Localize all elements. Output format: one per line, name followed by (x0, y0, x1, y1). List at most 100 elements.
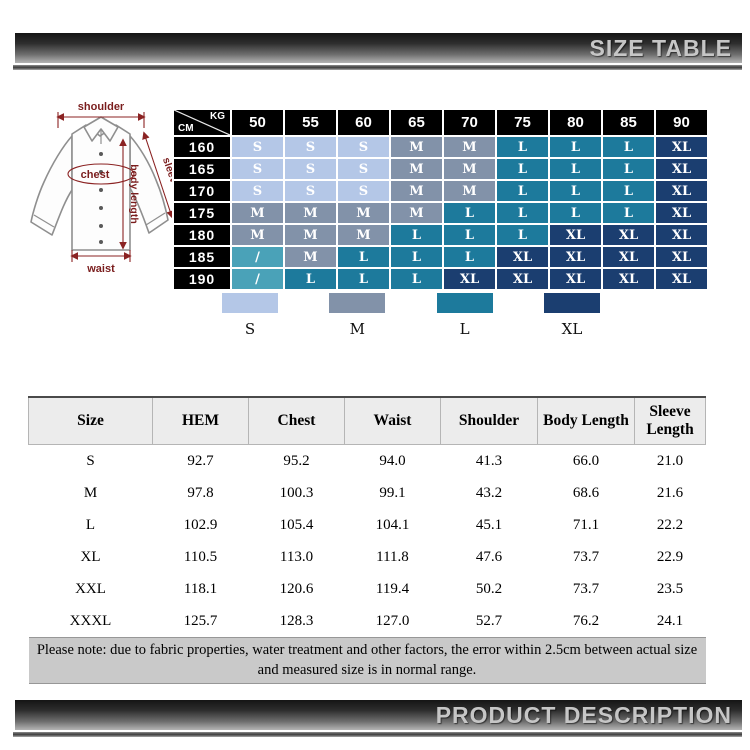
measurements-cell: 41.3 (475, 452, 503, 469)
matrix-size-cell: L (389, 267, 444, 291)
matrix-size-cell: L (495, 223, 550, 247)
matrix-size-cell: XL (654, 179, 709, 203)
measurements-cell: 73.7 (572, 548, 600, 565)
matrix-kg-header: 60 (336, 108, 391, 137)
legend-item: L (436, 293, 493, 338)
measurements-body: S 92.7 95.2 94.0 41.3 66.0 21.0 M 97.8 100.3 99.1 4… (29, 445, 706, 638)
matrix-kg-header: 50 (230, 108, 285, 137)
measurements-column-header: Size (28, 396, 153, 445)
matrix-row: 180 M M M L L L XL XL XL (172, 223, 709, 247)
measurements-cell: 22.2 (656, 516, 684, 533)
matrix-size-cell: M (283, 245, 338, 269)
measurements-row: L 102.9 105.4 104.1 45.1 71.1 22.2 (29, 509, 706, 541)
note-cell: Please note: due to fabric properties, w… (28, 636, 706, 685)
matrix-size-cell: M (336, 223, 391, 247)
matrix-size-cell: XL (654, 267, 709, 291)
legend-item: S (222, 293, 278, 338)
measurements-cell: 118.1 (183, 580, 218, 597)
legend-swatch (543, 293, 600, 313)
measurements-cell: 52.7 (475, 612, 503, 629)
matrix-row: 175 M M M M L L L L XL (172, 201, 709, 225)
matrix-size-cell: L (495, 135, 550, 159)
matrix-size-cell: XL (654, 223, 709, 247)
matrix-body: 160 S S S M M L L L XL 165 S S S M M L L L XL 170 S S S M M L L L XL 1… (172, 135, 709, 291)
measurements-cell: 21.0 (656, 452, 684, 469)
measurements-column-header: Shoulder (440, 396, 538, 445)
measurements-row: XXXL 125.7 128.3 127.0 52.7 76.2 24.1 (29, 605, 706, 638)
matrix-size-cell: L (601, 135, 656, 159)
matrix-size-cell: L (601, 157, 656, 181)
matrix-size-cell: XL (601, 223, 656, 247)
matrix-size-cell: XL (654, 135, 709, 159)
shoulder-label: shoulder (78, 101, 125, 113)
measurements-cell: 113.0 (279, 548, 314, 565)
measurements-cell: 22.9 (656, 548, 684, 565)
size-matrix-table: KG CM 50 55 60 65 70 75 80 85 90 160 S S S M M L L L XL 16… (172, 108, 709, 291)
matrix-size-cell: XL (601, 245, 656, 269)
chest-label: chest (81, 169, 110, 181)
measurements-cell: 105.4 (279, 516, 314, 533)
matrix-size-cell: XL (442, 267, 497, 291)
matrix-size-cell: L (548, 135, 603, 159)
matrix-size-cell: L (389, 223, 444, 247)
matrix-size-cell: L (283, 267, 338, 291)
measurements-row: XL 110.5 113.0 111.8 47.6 73.7 22.9 (29, 541, 706, 573)
chest-ellipse (67, 163, 135, 185)
measurements-cell: 68.6 (572, 484, 600, 501)
matrix-size-cell: S (283, 179, 338, 203)
matrix-cm-label: 185 (172, 245, 232, 269)
matrix-kg-header: 90 (654, 108, 709, 137)
matrix-cm-label: 160 (172, 135, 232, 159)
matrix-cm-label: 190 (172, 267, 232, 291)
measurements-column-header: Chest (248, 396, 345, 445)
measurements-cell: 102.9 (183, 516, 218, 533)
matrix-size-cell: L (601, 201, 656, 225)
matrix-size-cell: XL (654, 245, 709, 269)
matrix-size-cell: L (336, 245, 391, 269)
measurements-cell: 104.1 (375, 516, 410, 533)
matrix-size-cell: S (230, 179, 285, 203)
size-table-title: SIZE TABLE (589, 34, 732, 61)
measurements-row: M 97.8 100.3 99.1 43.2 68.6 21.6 (29, 477, 706, 509)
matrix-kg-header: 70 (442, 108, 497, 137)
matrix-size-cell: S (230, 157, 285, 181)
matrix-size-cell: L (336, 267, 391, 291)
matrix-row: 165 S S S M M L L L XL (172, 157, 709, 181)
measurements-cell: XXXL (69, 612, 112, 629)
measurements-cell: M (83, 484, 98, 501)
matrix-size-cell: XL (548, 267, 603, 291)
matrix-kg-header: 65 (389, 108, 444, 137)
matrix-size-cell: M (230, 201, 285, 225)
matrix-kg-header: 55 (283, 108, 338, 137)
matrix-size-cell: M (442, 179, 497, 203)
measurements-cell: 125.7 (183, 612, 218, 629)
matrix-size-cell: L (548, 157, 603, 181)
product-description-title: PRODUCT DESCRIPTION (435, 701, 732, 728)
matrix-size-cell: L (442, 245, 497, 269)
matrix-size-cell: XL (548, 245, 603, 269)
matrix-size-cell: M (389, 157, 444, 181)
matrix-size-cell: M (389, 179, 444, 203)
measurements-cell: 110.5 (183, 548, 218, 565)
matrix-size-cell: / (230, 267, 285, 291)
measurements-cell: L (85, 516, 96, 533)
measurements-cell: 111.8 (376, 548, 409, 565)
measurements-cell: 23.5 (656, 580, 684, 597)
measurements-cell: 76.2 (572, 612, 600, 629)
measurements-cell: 66.0 (572, 452, 600, 469)
measurements-cell: XXL (75, 580, 106, 597)
measurements-cell: 50.2 (475, 580, 503, 597)
measurements-cell: 95.2 (283, 452, 310, 469)
matrix-row: 190/L L L XL XL XL XL XL (172, 267, 709, 291)
matrix-size-cell: L (548, 201, 603, 225)
matrix-size-cell: M (336, 201, 391, 225)
matrix-size-cell: / (230, 245, 285, 269)
matrix-kg-header: 85 (601, 108, 656, 137)
corner-kg-label: KG (210, 111, 225, 122)
matrix-kg-header: 80 (548, 108, 603, 137)
matrix-row: 170 S S S M M L L L XL (172, 179, 709, 203)
measurements-cell: 97.8 (187, 484, 214, 501)
shirt-left-sleeve (30, 135, 73, 236)
measurements-row: XXL 118.1 120.6 119.4 50.2 73.7 23.5 (29, 573, 706, 605)
